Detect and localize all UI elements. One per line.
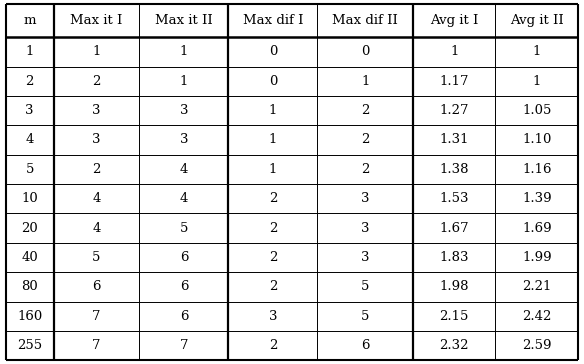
Text: 1.17: 1.17	[439, 75, 469, 88]
Text: 2: 2	[361, 104, 369, 117]
Text: 3: 3	[92, 134, 100, 146]
Text: Max dif II: Max dif II	[332, 14, 398, 27]
Text: 2.42: 2.42	[522, 310, 551, 323]
Text: 10: 10	[21, 192, 38, 205]
Text: 160: 160	[17, 310, 42, 323]
Text: 1.31: 1.31	[439, 134, 469, 146]
Text: 1.53: 1.53	[439, 192, 469, 205]
Text: 6: 6	[180, 251, 188, 264]
Text: 5: 5	[180, 222, 188, 235]
Text: 0: 0	[361, 46, 369, 58]
Text: 3: 3	[361, 192, 369, 205]
Text: 4: 4	[92, 222, 100, 235]
Text: 6: 6	[92, 280, 100, 293]
Text: 1.69: 1.69	[522, 222, 552, 235]
Text: 2: 2	[269, 192, 277, 205]
Text: 1.98: 1.98	[439, 280, 469, 293]
Text: 40: 40	[21, 251, 38, 264]
Text: 1: 1	[533, 46, 541, 58]
Text: 2: 2	[92, 75, 100, 88]
Text: 5: 5	[26, 163, 34, 176]
Text: Avg it II: Avg it II	[510, 14, 564, 27]
Text: Max it I: Max it I	[70, 14, 123, 27]
Text: 7: 7	[92, 310, 100, 323]
Text: 1: 1	[269, 134, 277, 146]
Text: 0: 0	[269, 46, 277, 58]
Text: 5: 5	[361, 310, 369, 323]
Text: 1.67: 1.67	[439, 222, 469, 235]
Text: 255: 255	[17, 339, 42, 352]
Text: 2: 2	[269, 339, 277, 352]
Text: 2: 2	[92, 163, 100, 176]
Text: 1: 1	[92, 46, 100, 58]
Text: Max it II: Max it II	[155, 14, 213, 27]
Text: Avg it I: Avg it I	[430, 14, 478, 27]
Text: 3: 3	[269, 310, 277, 323]
Text: 1.83: 1.83	[439, 251, 469, 264]
Text: 4: 4	[26, 134, 34, 146]
Text: 1: 1	[361, 75, 369, 88]
Text: 4: 4	[92, 192, 100, 205]
Text: 3: 3	[180, 104, 188, 117]
Text: 1.39: 1.39	[522, 192, 552, 205]
Text: 3: 3	[180, 134, 188, 146]
Text: 2.59: 2.59	[522, 339, 551, 352]
Text: 1.38: 1.38	[439, 163, 469, 176]
Text: 1.27: 1.27	[439, 104, 469, 117]
Text: 2.21: 2.21	[522, 280, 551, 293]
Text: 3: 3	[361, 222, 369, 235]
Text: 1: 1	[269, 163, 277, 176]
Text: 4: 4	[180, 163, 188, 176]
Text: 1: 1	[450, 46, 458, 58]
Text: 1.16: 1.16	[522, 163, 551, 176]
Text: 6: 6	[180, 310, 188, 323]
Text: 5: 5	[92, 251, 100, 264]
Text: 1.10: 1.10	[522, 134, 551, 146]
Text: 3: 3	[26, 104, 34, 117]
Text: 1: 1	[533, 75, 541, 88]
Text: 1.99: 1.99	[522, 251, 552, 264]
Text: 1: 1	[269, 104, 277, 117]
Text: 20: 20	[21, 222, 38, 235]
Text: 1: 1	[26, 46, 34, 58]
Text: m: m	[23, 14, 36, 27]
Text: 1.05: 1.05	[522, 104, 551, 117]
Text: 2.32: 2.32	[439, 339, 469, 352]
Text: 6: 6	[180, 280, 188, 293]
Text: 2: 2	[26, 75, 34, 88]
Text: 0: 0	[269, 75, 277, 88]
Text: 7: 7	[92, 339, 100, 352]
Text: 1: 1	[180, 46, 188, 58]
Text: 2.15: 2.15	[440, 310, 469, 323]
Text: 2: 2	[269, 222, 277, 235]
Text: 2: 2	[269, 280, 277, 293]
Text: 7: 7	[180, 339, 188, 352]
Text: 3: 3	[361, 251, 369, 264]
Text: 3: 3	[92, 104, 100, 117]
Text: 1: 1	[180, 75, 188, 88]
Text: 2: 2	[269, 251, 277, 264]
Text: 4: 4	[180, 192, 188, 205]
Text: 2: 2	[361, 163, 369, 176]
Text: 2: 2	[361, 134, 369, 146]
Text: 80: 80	[21, 280, 38, 293]
Text: 5: 5	[361, 280, 369, 293]
Text: Max dif I: Max dif I	[243, 14, 303, 27]
Text: 6: 6	[361, 339, 369, 352]
